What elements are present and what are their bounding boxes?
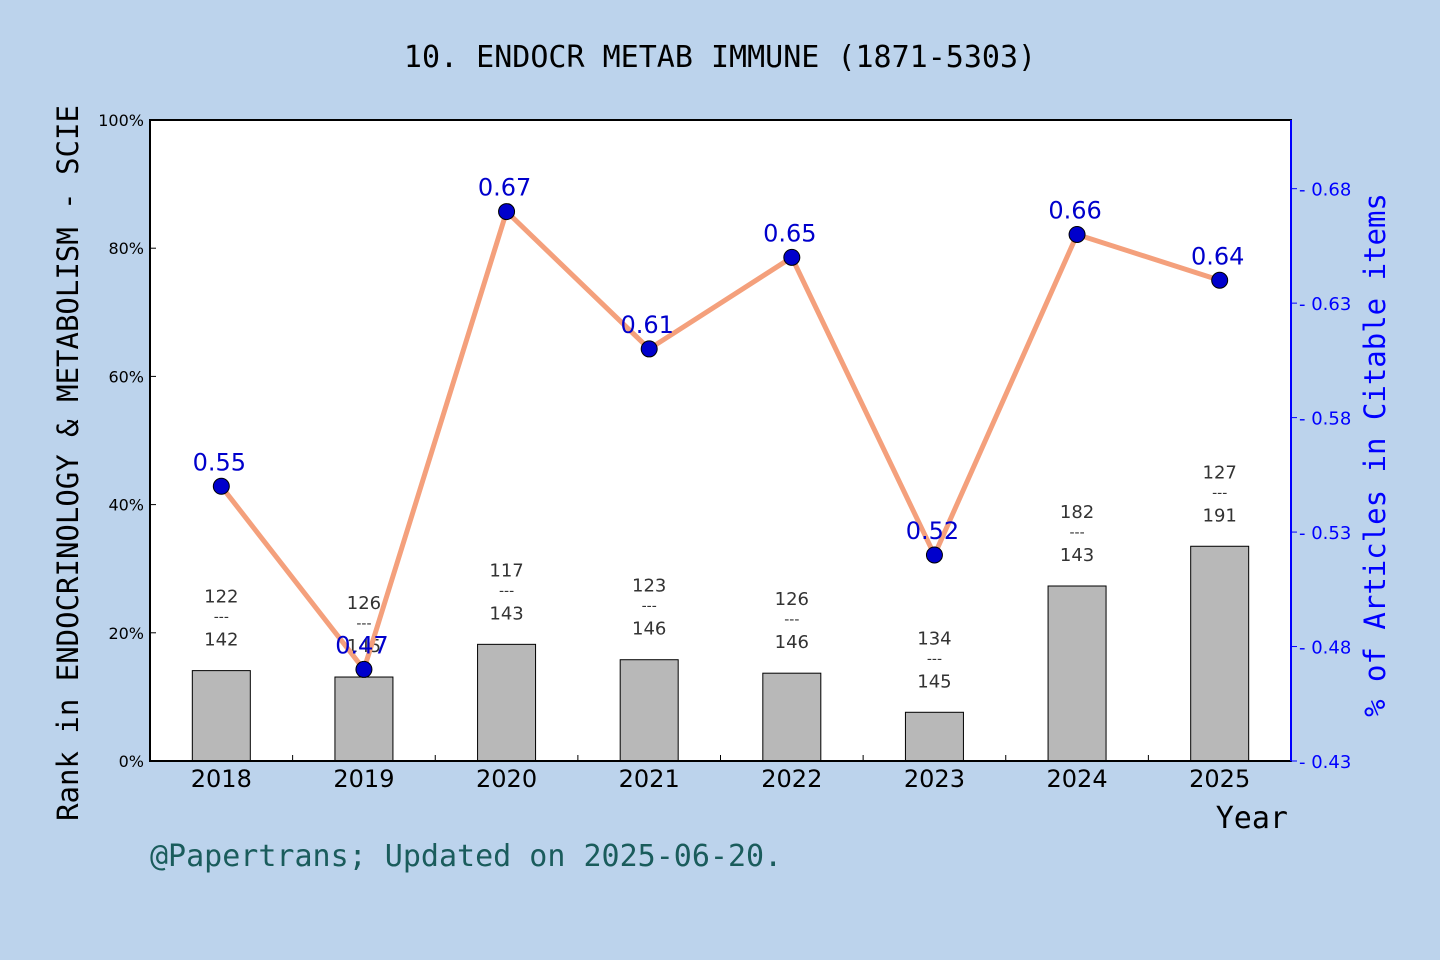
line-path [219,209,1221,672]
bar-total-label: 143 [1060,545,1094,566]
bar [477,643,537,762]
x-tick-label: 2022 [761,765,822,793]
bar-rank-separator: --- [499,583,514,599]
bar [191,670,251,762]
line-point [498,203,516,221]
bar-total-label: 143 [489,603,523,624]
y-tick-label: 100% [98,111,144,130]
y2-tick-label: - 0.68 [1299,180,1351,201]
bar-rank-label: 134 [917,628,951,649]
x-axis-label: Year [1216,801,1288,836]
bar-series [191,545,1250,762]
line-series: 0.55 0.47 0.67 0.61 0.65 0.52 0.66 0.64 [193,174,1244,678]
credit-footer: @Papertrans; Updated on 2025-06-20. [150,839,782,874]
line-data-label: 0.65 [763,219,816,247]
bar-total-label: 145 [917,671,951,692]
bar-rank-separator: --- [356,616,371,632]
line-point [925,546,943,564]
y-tick-label: 20% [108,624,144,643]
bar-rank-separator: --- [642,599,657,615]
bar-rank-label: 117 [489,560,523,581]
bar-rank-label: 123 [632,576,666,597]
y-tick-label: 80% [108,239,144,258]
bar-rank-label: 126 [347,593,381,614]
line-point [212,477,230,495]
y-axis-label: Rank in ENDOCRINOLOGY & METABOLISM - SCI… [51,105,85,821]
y-tick-label: 60% [108,367,144,386]
bar [1047,585,1107,762]
bar-rank-separator: --- [927,651,942,667]
chart-title: 10. ENDOCR METAB IMMUNE (1871-5303) [404,40,1036,75]
x-tick-label: 2024 [1047,765,1108,793]
line-point [1211,271,1229,289]
y2-tick-label: - 0.58 [1299,409,1351,430]
y2-tick-label: - 0.53 [1299,523,1351,544]
bar [619,659,679,762]
y-axis-left: 0% 20% 40% 60% 80% 100% [98,111,156,771]
bar-rank-separator: --- [784,612,799,628]
y-tick-label: 0% [119,752,144,771]
x-axis: 2018 2019 2020 2021 2022 2023 2024 2025 [191,755,1250,793]
bar-total-label: 146 [632,619,666,640]
bar-rank-separator: --- [214,610,229,626]
bar [904,711,964,762]
line-point [640,340,658,358]
line-data-label: 0.55 [193,448,246,476]
line-point [783,248,801,266]
y2-tick-label: - 0.63 [1299,294,1351,315]
line-data-label: 0.66 [1048,196,1101,224]
bar-rank-label: 127 [1203,462,1237,483]
x-tick-label: 2021 [619,765,680,793]
bar [762,672,822,762]
line-data-label: 0.61 [620,311,673,339]
bar-total-label: 191 [1203,505,1237,526]
y2-tick-label: - 0.48 [1299,638,1351,659]
plot-area [150,120,1291,761]
line-data-label: 0.64 [1191,242,1244,270]
y2-axis-label: % of Articles in Citable items [1358,193,1392,717]
line-point [1068,225,1086,243]
y-tick-label: 40% [108,496,144,515]
bar-rank-separator: --- [1069,525,1084,541]
bar-rank-label: 122 [204,587,238,608]
line-data-label: 0.47 [335,631,388,659]
x-tick-label: 2018 [191,765,252,793]
line-data-label: 0.67 [478,174,531,202]
bar-rank-label: 126 [775,589,809,610]
x-tick-label: 2023 [904,765,965,793]
bar-rank-label: 182 [1060,502,1094,523]
bar-labels: 122 --- 142 126 --- 145 117 --- 143 123 --- 146 126 -… [204,462,1237,692]
bar [1190,545,1250,762]
x-tick-label: 2020 [476,765,537,793]
x-tick-label: 2025 [1189,765,1250,793]
y2-tick-label: - 0.43 [1299,752,1351,773]
bar-rank-separator: --- [1212,485,1227,501]
x-tick-label: 2019 [333,765,394,793]
line-data-label: 0.52 [906,517,959,545]
bar-total-label: 142 [204,630,238,651]
bar [334,676,394,762]
bar-total-label: 146 [775,632,809,653]
line-point [355,660,373,678]
y-axis-right: - 0.43 - 0.48 - 0.53 - 0.58 - 0.63 - 0.68 [1291,180,1351,773]
